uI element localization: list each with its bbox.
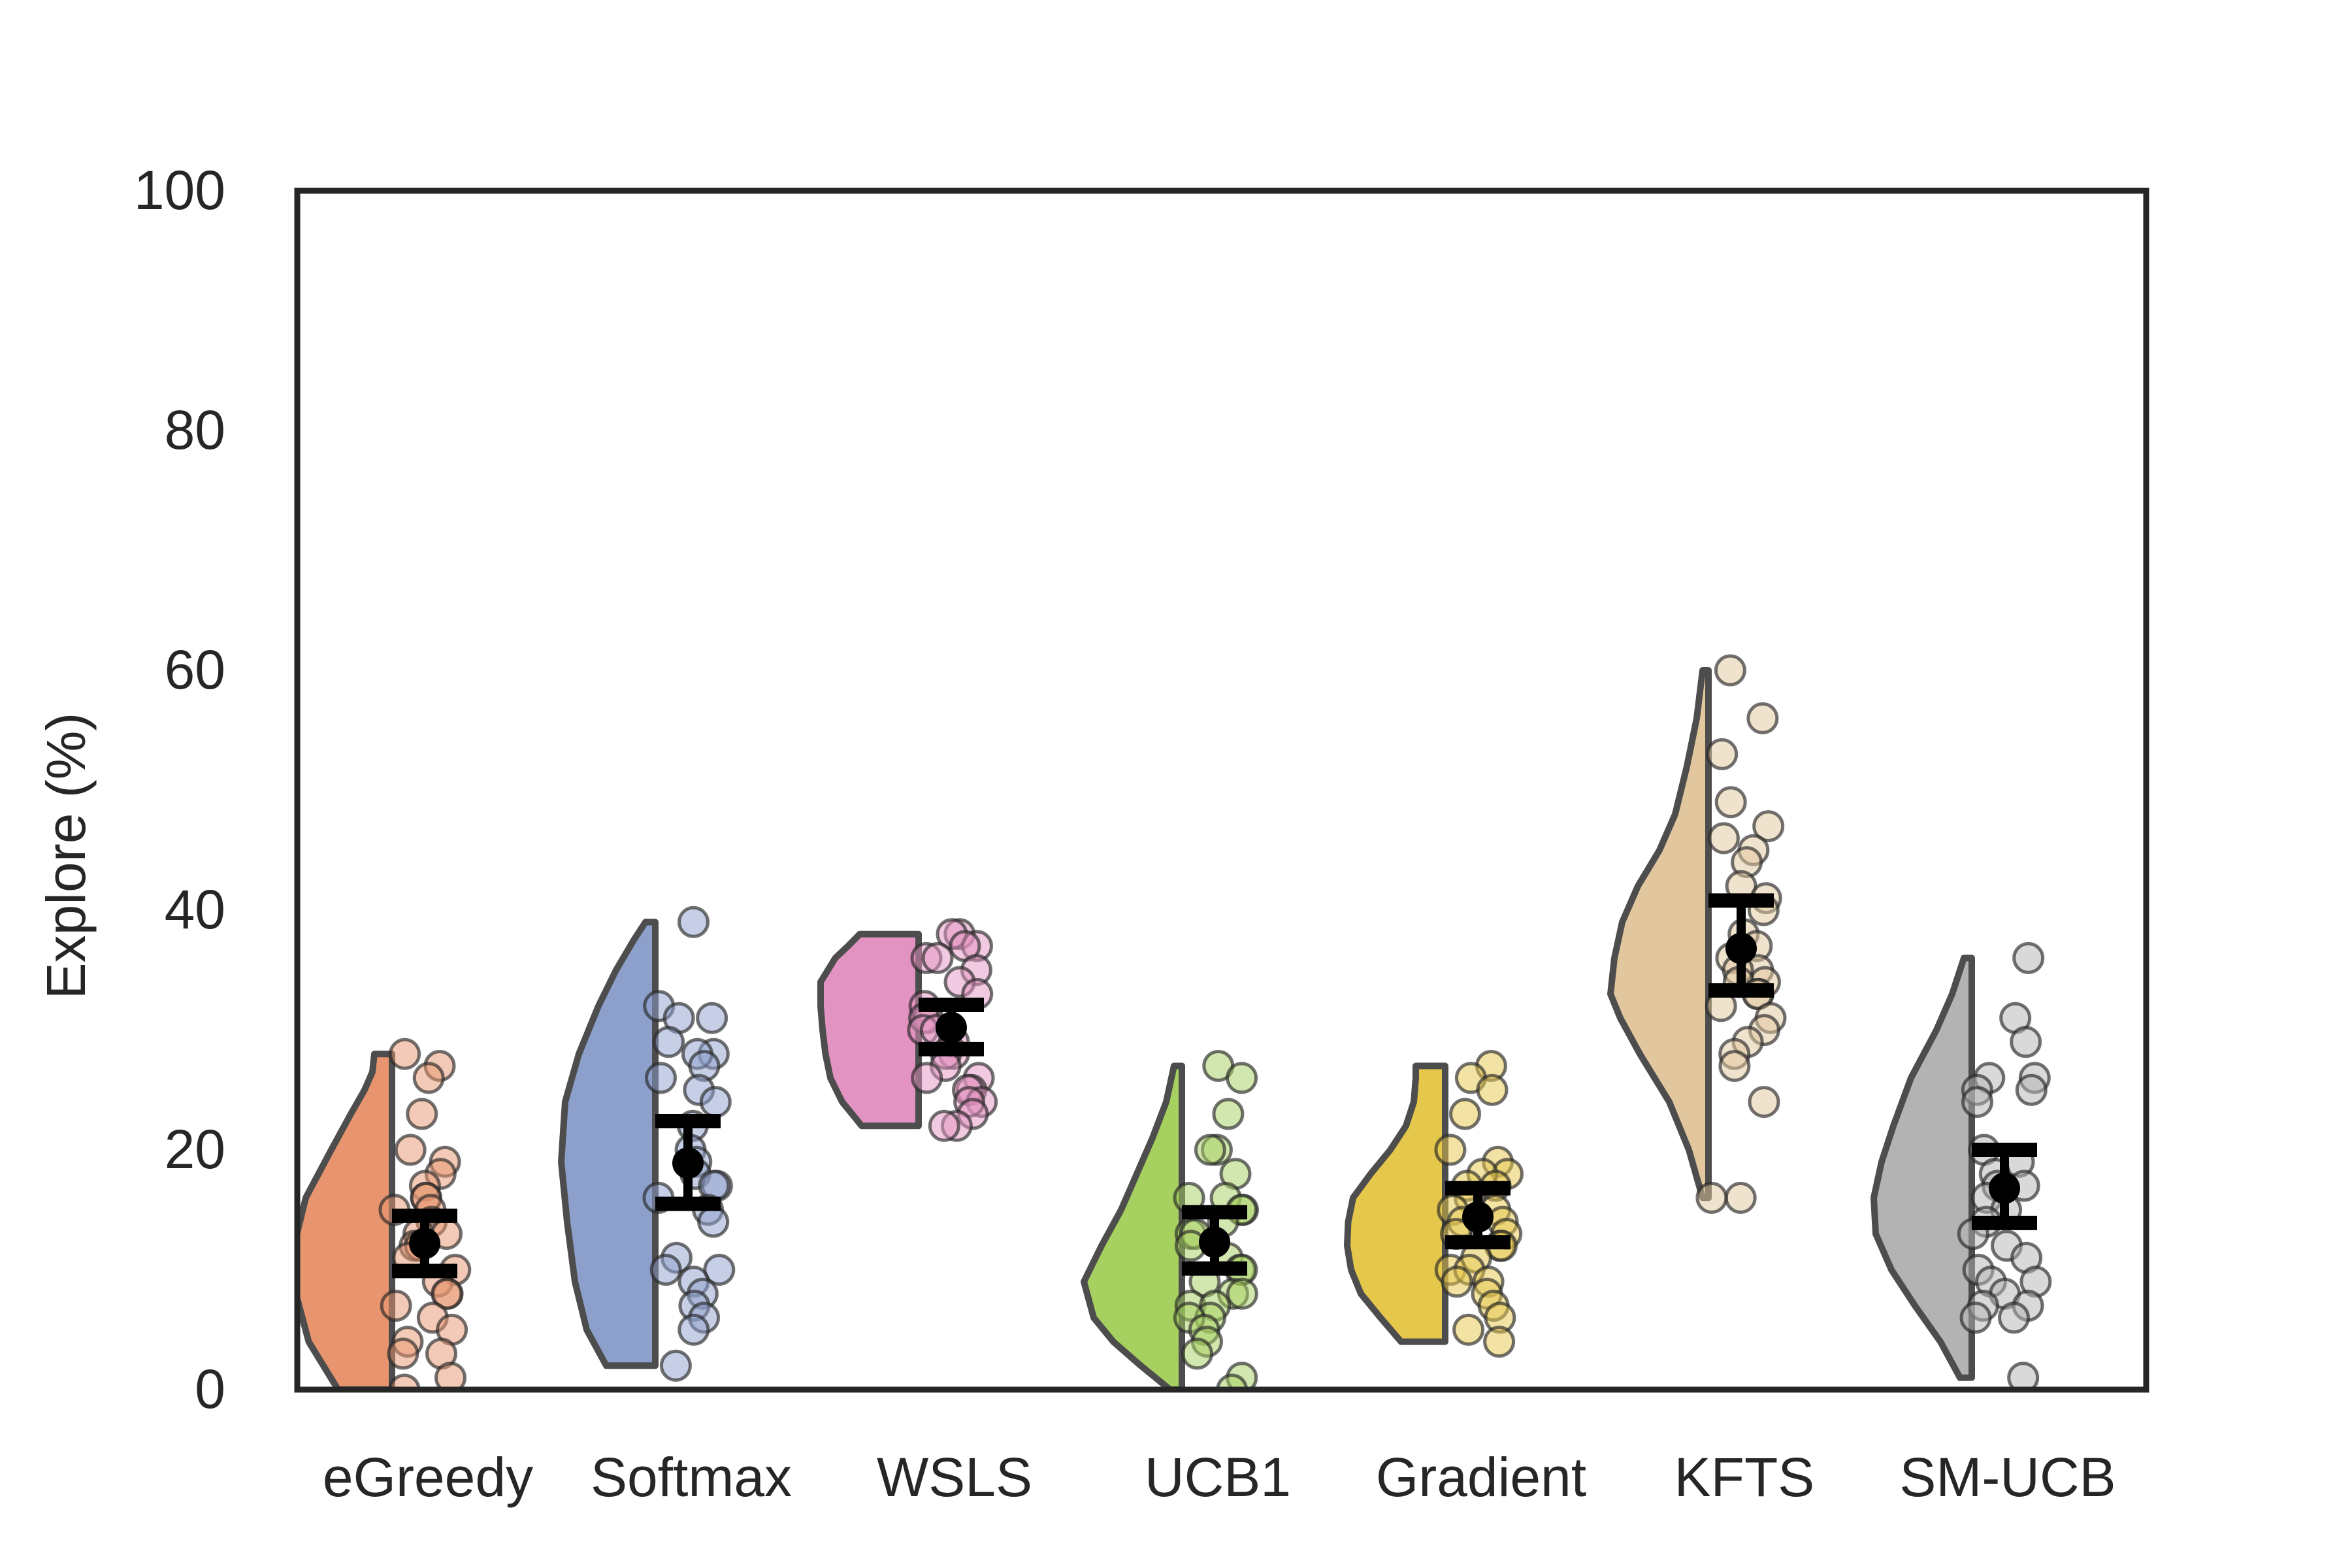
violin-gradient bbox=[1344, 1062, 1448, 1345]
mean-marker bbox=[936, 1011, 967, 1043]
data-point bbox=[696, 1002, 728, 1034]
data-point bbox=[1452, 1313, 1485, 1346]
data-point bbox=[659, 1349, 692, 1382]
data-point bbox=[388, 1373, 421, 1390]
data-point bbox=[1714, 786, 1747, 819]
data-point bbox=[2015, 1073, 2048, 1106]
violin-sm-ucb bbox=[1870, 955, 1975, 1381]
mean-marker bbox=[1725, 932, 1757, 964]
plot-area bbox=[297, 654, 2052, 1390]
plot-frame bbox=[294, 188, 2149, 1393]
data-point bbox=[1998, 1301, 2030, 1334]
data-point bbox=[649, 1254, 682, 1286]
data-point bbox=[1752, 810, 1785, 843]
data-point bbox=[1483, 1326, 1516, 1358]
data-point bbox=[412, 1062, 445, 1094]
data-point bbox=[1961, 1086, 1993, 1119]
data-point bbox=[1216, 1373, 1249, 1390]
y-tick-labels: 0 20 40 60 80 100 bbox=[134, 159, 225, 1420]
data-point bbox=[678, 906, 710, 938]
mean-marker bbox=[409, 1228, 440, 1260]
y-tick-label: 40 bbox=[165, 879, 225, 940]
group-sm-ucb bbox=[1870, 941, 2052, 1390]
data-point bbox=[1226, 1062, 1258, 1094]
data-point bbox=[389, 1037, 421, 1070]
group-softmax bbox=[558, 906, 736, 1382]
data-point bbox=[1181, 1337, 1213, 1370]
data-point bbox=[1476, 1073, 1509, 1106]
data-point bbox=[1226, 1277, 1258, 1310]
data-point bbox=[699, 1086, 732, 1119]
x-tick-label: SM-UCB bbox=[1899, 1446, 2115, 1508]
data-point bbox=[1706, 738, 1739, 770]
group-wsls bbox=[817, 918, 998, 1142]
x-tick-label: WSLS bbox=[877, 1446, 1032, 1508]
data-point bbox=[2012, 941, 2045, 974]
data-point bbox=[678, 1313, 710, 1346]
violin-egreedy bbox=[297, 1051, 395, 1390]
mean-marker bbox=[1989, 1172, 2020, 1204]
data-point bbox=[653, 1026, 685, 1058]
data-point bbox=[1449, 1098, 1481, 1130]
group-gradient bbox=[1344, 1050, 1524, 1358]
data-point bbox=[1695, 1181, 1728, 1214]
data-point bbox=[928, 1109, 960, 1142]
data-point bbox=[406, 1098, 438, 1130]
data-point bbox=[921, 941, 954, 974]
data-point bbox=[394, 1134, 427, 1166]
data-point bbox=[697, 1205, 730, 1238]
x-tick-labels: eGreedy Softmax WSLS UCB1 Gradient KFTS SM-UCB bbox=[323, 1446, 2116, 1508]
mean-marker bbox=[1199, 1226, 1230, 1258]
data-point bbox=[1707, 822, 1740, 855]
data-point bbox=[703, 1254, 736, 1286]
data-point bbox=[1441, 1266, 1473, 1298]
data-point bbox=[1959, 1301, 1992, 1334]
data-point bbox=[2007, 1362, 2040, 1390]
y-tick-label: 20 bbox=[165, 1119, 225, 1180]
group-ucb1 bbox=[1081, 1050, 1259, 1390]
data-point bbox=[1194, 1134, 1226, 1166]
data-point bbox=[1434, 1134, 1467, 1166]
y-tick-label: 80 bbox=[165, 399, 225, 461]
violin-wsls bbox=[817, 930, 922, 1130]
y-tick-label: 0 bbox=[195, 1358, 225, 1420]
x-tick-label: eGreedy bbox=[323, 1446, 533, 1508]
x-tick-label: KFTS bbox=[1674, 1446, 1815, 1508]
data-point bbox=[1718, 1050, 1751, 1082]
data-point bbox=[1748, 1086, 1780, 1119]
data-point bbox=[434, 1362, 466, 1390]
y-axis-label: Explore (%) bbox=[35, 713, 97, 1000]
data-point bbox=[1714, 654, 1746, 687]
group-egreedy bbox=[297, 1037, 472, 1390]
data-point bbox=[1724, 1181, 1757, 1214]
data-point bbox=[431, 1277, 463, 1310]
x-tick-label: Softmax bbox=[591, 1446, 792, 1508]
data-point bbox=[387, 1337, 419, 1370]
data-point bbox=[380, 1290, 412, 1322]
data-point bbox=[2010, 1026, 2042, 1058]
x-tick-label: UCB1 bbox=[1145, 1446, 1291, 1508]
data-point bbox=[1212, 1098, 1245, 1130]
y-tick-label: 60 bbox=[165, 639, 225, 700]
y-tick-label: 100 bbox=[134, 159, 225, 221]
x-tick-label: Gradient bbox=[1376, 1446, 1586, 1508]
violin-kfts bbox=[1607, 667, 1712, 1201]
violin-ucb1 bbox=[1081, 1062, 1185, 1390]
mean-marker bbox=[1462, 1201, 1494, 1233]
data-point bbox=[1746, 702, 1779, 734]
data-point bbox=[645, 1062, 677, 1094]
violin-softmax bbox=[558, 919, 659, 1369]
mean-marker bbox=[672, 1147, 704, 1179]
data-point bbox=[911, 1062, 943, 1094]
group-kfts bbox=[1607, 654, 1787, 1214]
